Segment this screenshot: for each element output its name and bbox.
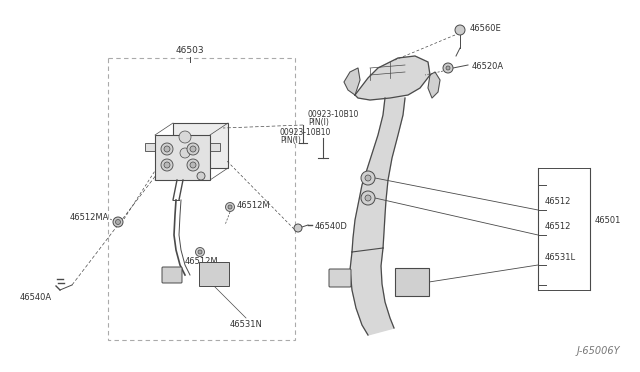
FancyBboxPatch shape xyxy=(173,123,228,168)
Circle shape xyxy=(446,66,450,70)
Polygon shape xyxy=(344,68,360,95)
Text: 46512MA: 46512MA xyxy=(70,212,109,221)
Text: 46531L: 46531L xyxy=(545,253,576,263)
Circle shape xyxy=(198,250,202,254)
Text: PIN(I): PIN(I) xyxy=(280,136,301,145)
Circle shape xyxy=(195,247,205,257)
Text: J-65006Y: J-65006Y xyxy=(577,346,620,356)
FancyBboxPatch shape xyxy=(199,262,229,286)
FancyBboxPatch shape xyxy=(395,268,429,296)
Text: 46560E: 46560E xyxy=(470,23,502,32)
Polygon shape xyxy=(350,248,394,335)
FancyBboxPatch shape xyxy=(145,143,156,151)
Text: 00923-10B10: 00923-10B10 xyxy=(308,110,360,119)
Text: 46540D: 46540D xyxy=(315,221,348,231)
Circle shape xyxy=(365,175,371,181)
Circle shape xyxy=(361,191,375,205)
Circle shape xyxy=(361,171,375,185)
Text: 46512: 46512 xyxy=(545,221,572,231)
FancyBboxPatch shape xyxy=(209,143,220,151)
Circle shape xyxy=(164,146,170,152)
Circle shape xyxy=(179,131,191,143)
Bar xyxy=(108,58,295,340)
Circle shape xyxy=(161,159,173,171)
Text: 46512M: 46512M xyxy=(237,201,271,209)
Circle shape xyxy=(190,162,196,168)
Circle shape xyxy=(115,219,120,224)
Circle shape xyxy=(190,146,196,152)
Circle shape xyxy=(187,159,199,171)
Circle shape xyxy=(180,148,190,158)
Circle shape xyxy=(443,63,453,73)
Text: 46540A: 46540A xyxy=(20,294,52,302)
Circle shape xyxy=(161,143,173,155)
Text: 46520A: 46520A xyxy=(472,61,504,71)
Polygon shape xyxy=(355,56,430,100)
FancyBboxPatch shape xyxy=(155,135,210,180)
Circle shape xyxy=(164,162,170,168)
Text: 00923-10B10: 00923-10B10 xyxy=(280,128,332,137)
Circle shape xyxy=(197,172,205,180)
Polygon shape xyxy=(428,72,440,98)
FancyBboxPatch shape xyxy=(329,269,351,287)
Circle shape xyxy=(365,195,371,201)
Text: PIN(I): PIN(I) xyxy=(308,118,329,127)
FancyBboxPatch shape xyxy=(162,267,182,283)
Polygon shape xyxy=(352,98,405,252)
Circle shape xyxy=(225,202,234,212)
Text: 46503: 46503 xyxy=(176,46,204,55)
Text: 46531N: 46531N xyxy=(230,320,262,329)
Text: 46512: 46512 xyxy=(545,196,572,205)
Circle shape xyxy=(294,224,302,232)
Text: 46501: 46501 xyxy=(595,215,621,224)
Circle shape xyxy=(228,205,232,209)
Text: 46512M: 46512M xyxy=(185,257,219,266)
Circle shape xyxy=(113,217,123,227)
Circle shape xyxy=(187,143,199,155)
Circle shape xyxy=(455,25,465,35)
